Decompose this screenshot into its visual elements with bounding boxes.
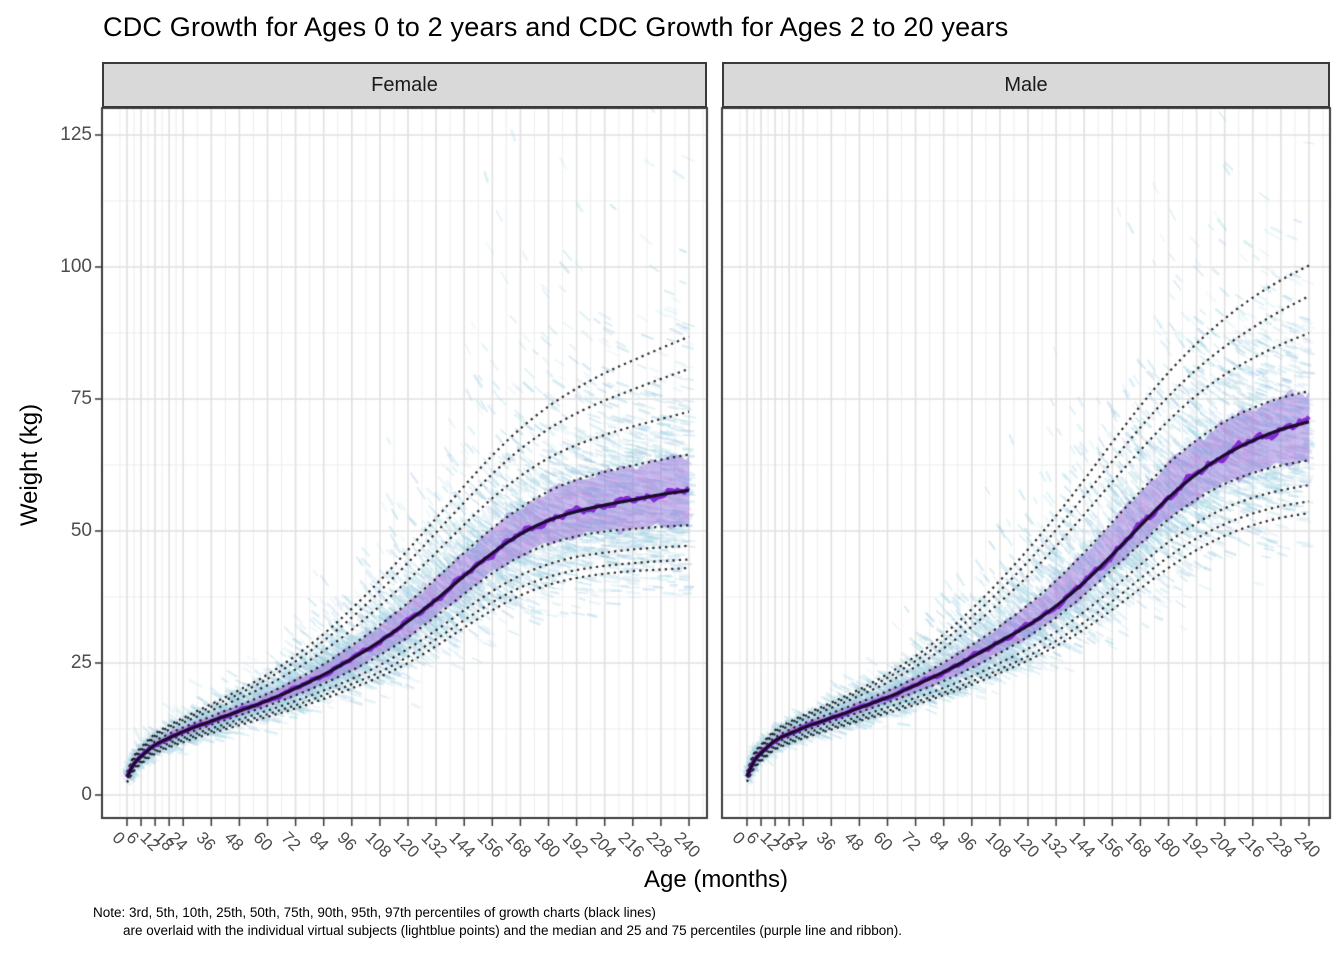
y-tick-label: 75 xyxy=(70,388,92,409)
facet-strip-male-label: Male xyxy=(1004,73,1048,96)
y-axis-title: Weight (kg) xyxy=(16,403,43,527)
caption-note-line-2: are overlaid with the individual virtual… xyxy=(123,923,902,938)
facet-strip-male: Male xyxy=(722,62,1330,108)
y-tick-label: 125 xyxy=(60,124,92,145)
caption-note-line-1: Note: 3rd, 5th, 10th, 25th, 50th, 75th, … xyxy=(93,905,656,920)
caption-note: Note: 3rd, 5th, 10th, 25th, 50th, 75th, … xyxy=(93,904,902,940)
facet-strip-female: Female xyxy=(102,62,707,108)
y-tick-label: 100 xyxy=(60,256,92,277)
y-tick-label: 25 xyxy=(70,652,92,673)
y-tick-label: 0 xyxy=(81,784,92,805)
y-tick-label: 50 xyxy=(70,520,92,541)
facet-strip-female-label: Female xyxy=(371,73,438,96)
chart-title: CDC Growth for Ages 0 to 2 years and CDC… xyxy=(103,12,1009,42)
x-axis-title: Age (months) xyxy=(643,866,789,893)
